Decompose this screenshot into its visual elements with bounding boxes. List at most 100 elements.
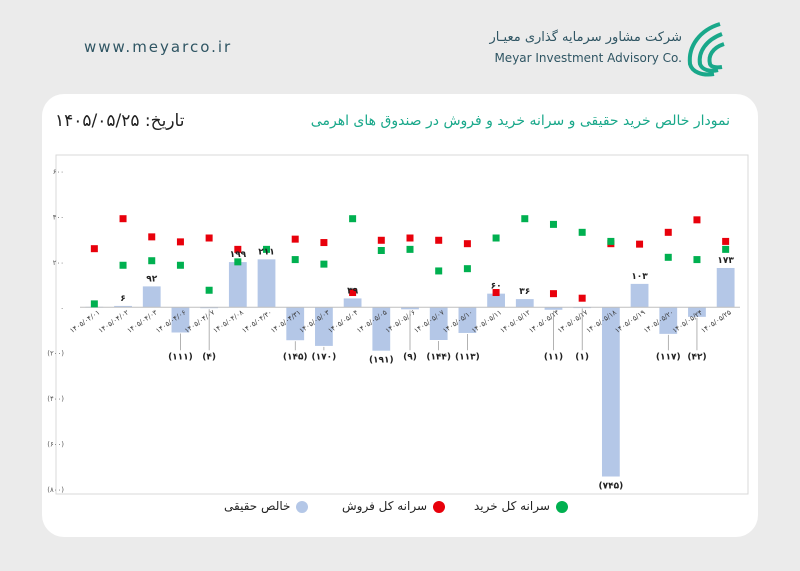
buy-marker — [176, 261, 184, 269]
y-tick-label: (۲۰۰) — [47, 350, 64, 358]
net-data-label: ۹۲ — [146, 274, 157, 284]
net-data-label: (۱۴۵) — [283, 352, 308, 362]
x-tick-label: ۱۴۰۵/۰۵/۱۳ — [528, 308, 561, 335]
net-data-label: (۱۱۷) — [656, 352, 681, 362]
sell-marker — [722, 237, 730, 245]
buy-marker — [148, 257, 156, 265]
net-bar — [515, 299, 534, 308]
legend-buy-label: سرانه کل خرید — [474, 499, 550, 513]
y-tick-label: ۴۰۰ — [53, 213, 64, 221]
net-data-label: ۶۰ — [491, 282, 502, 292]
net-data-label: ۳۶ — [519, 287, 530, 297]
sell-marker — [578, 294, 586, 302]
sell-marker — [119, 215, 127, 223]
legend-item-buy: سرانه کل خرید — [474, 499, 568, 513]
net-data-label: (۱۷۰) — [312, 352, 337, 362]
net-data-label: (۹) — [403, 352, 417, 362]
chart-card — [42, 94, 758, 537]
x-tick-label: ۱۴۰۵/۰۴/۰۳ — [126, 308, 159, 335]
plot-frame — [55, 154, 749, 495]
buy-marker — [693, 256, 701, 264]
net-data-label: (۱) — [575, 352, 589, 362]
net-bar — [401, 307, 419, 310]
sell-marker — [463, 240, 471, 248]
buy-marker — [722, 245, 730, 253]
net-bar — [659, 307, 678, 334]
website-url[interactable]: www.meyarco.ir — [84, 38, 233, 56]
legend-item-net: خالص حقیقی — [224, 499, 309, 513]
y-tick-label: (۸۰۰) — [47, 486, 64, 494]
buy-marker — [119, 261, 127, 269]
company-name-en: Meyar Investment Advisory Co. — [494, 51, 682, 65]
buy-marker — [349, 215, 357, 223]
buy-marker — [320, 260, 328, 268]
net-data-label: (۱۱۱) — [168, 352, 193, 362]
net-bar — [228, 262, 247, 308]
buy-marker — [234, 258, 242, 266]
buy-marker — [406, 245, 414, 253]
x-tick-label: ۱۴۰۵/۰۴/۰۸ — [212, 308, 245, 335]
net-bar — [171, 307, 190, 333]
net-data-label: (۱۱۳) — [455, 352, 480, 362]
x-tick-label: ۱۴۰۵/۰۴/۰۱ — [68, 308, 101, 335]
y-tick-label: ۲۰۰ — [53, 259, 64, 267]
sell-marker — [234, 245, 242, 253]
legend-sell-marker — [433, 500, 446, 513]
sell-marker — [435, 236, 443, 244]
net-bar — [343, 298, 362, 308]
sell-marker — [693, 216, 701, 224]
legend-net-label: خالص حقیقی — [224, 499, 291, 513]
net-data-label: ۳۹ — [347, 286, 358, 296]
net-bar — [257, 259, 276, 308]
buy-marker — [578, 228, 586, 236]
sell-marker — [377, 236, 385, 244]
net-bar — [286, 307, 305, 341]
net-bar — [630, 283, 649, 308]
net-data-label: (۴) — [202, 352, 216, 362]
net-data-label: ۱۷۳ — [717, 256, 734, 266]
net-bar — [372, 307, 391, 351]
sell-marker — [636, 240, 644, 248]
net-bar — [716, 267, 735, 308]
net-bar — [544, 307, 563, 310]
buy-marker — [463, 265, 471, 273]
sell-marker — [664, 228, 672, 236]
buy-marker — [263, 245, 271, 253]
net-data-label: ۲۱۱ — [258, 247, 274, 257]
sell-marker — [349, 289, 357, 297]
chart-date: تاریخ: ۱۴۰۵/۰۵/۲۵ — [55, 111, 185, 131]
net-bar — [458, 307, 477, 333]
y-tick-label: ۶۰۰ — [53, 168, 64, 176]
legend-sell-label: سرانه کل فروش — [342, 499, 428, 513]
sell-marker — [291, 235, 299, 243]
legend-buy-marker — [555, 500, 568, 513]
buy-marker — [549, 220, 557, 228]
net-data-label: (۷۴۵) — [599, 482, 624, 492]
buy-marker — [521, 215, 529, 223]
legend-item-sell: سرانه کل فروش — [342, 499, 446, 513]
sell-marker — [406, 234, 414, 242]
x-tick-label: ۱۴۰۵/۰۵/۱۲ — [499, 308, 532, 335]
sell-marker — [492, 289, 500, 297]
y-tick-label: ۰ — [60, 304, 64, 312]
sell-marker — [90, 245, 98, 253]
sell-marker — [176, 238, 184, 246]
buy-marker — [291, 256, 299, 264]
net-bar — [315, 307, 333, 346]
net-bar — [429, 307, 448, 340]
net-bar — [487, 293, 505, 308]
sell-marker — [320, 239, 328, 247]
buy-marker — [377, 247, 385, 254]
net-data-label: (۱۴۴) — [426, 352, 451, 362]
chart-title: نمودار خالص خرید حقیقی و سرانه خرید و فر… — [310, 113, 730, 129]
net-data-label: ۱۰۳ — [631, 272, 648, 282]
y-tick-label: (۴۰۰) — [47, 395, 64, 403]
company-name: شرکت مشاور سرمایه گذاری معیـار Meyar Inv… — [490, 30, 683, 65]
net-data-label: (۱۹۱) — [369, 356, 394, 366]
buy-marker — [492, 234, 500, 242]
company-logo-icon — [687, 22, 725, 77]
sell-marker — [148, 233, 156, 241]
net-bar — [688, 307, 706, 317]
net-data-label: (۴۲) — [687, 352, 706, 362]
